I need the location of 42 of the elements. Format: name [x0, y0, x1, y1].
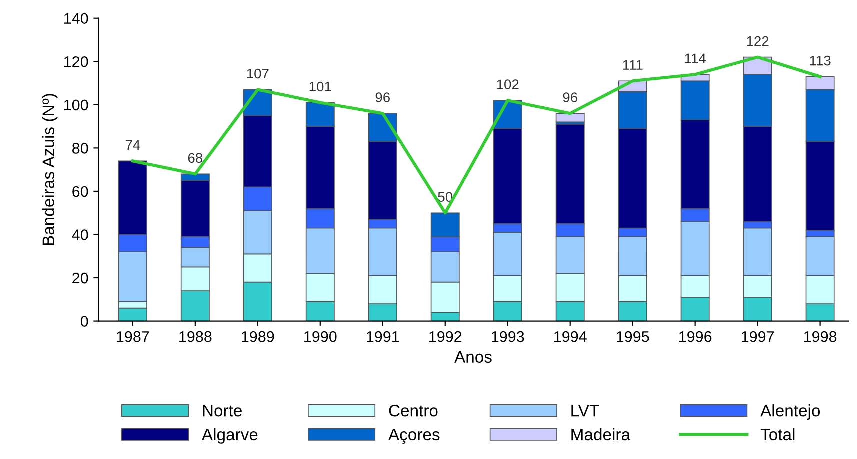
data-label: 74 — [126, 140, 140, 150]
x-tick-label: 1991 — [367, 331, 400, 342]
y-tick-label: 60 — [72, 186, 88, 198]
legend-label: Norte — [203, 405, 242, 417]
y-tick-label: 0 — [80, 316, 88, 327]
data-label: 111 — [623, 60, 643, 70]
x-tick-label: 1993 — [492, 331, 524, 342]
x-tick-label: 1995 — [617, 331, 650, 342]
x-axis-title: Anos — [454, 351, 492, 364]
data-label: 114 — [685, 54, 706, 64]
data-label: 107 — [247, 68, 269, 79]
bar — [556, 113, 585, 123]
x-tick-label: 1996 — [680, 331, 712, 342]
y-tick-label: 20 — [72, 272, 88, 284]
data-label: 96 — [376, 92, 390, 102]
x-tick-label: 1988 — [180, 331, 212, 342]
legend-label: LVT — [572, 405, 600, 417]
y-tick-label: 120 — [64, 56, 88, 68]
legend-label: Total — [760, 428, 795, 441]
x-tick-label: 1997 — [742, 331, 774, 342]
y-tick-label: 140 — [64, 13, 88, 24]
x-tick-label: 1994 — [554, 331, 587, 342]
y-axis-title: Bandeiras Azuis (Nº) — [42, 94, 58, 246]
legend-label: Açores — [388, 429, 440, 444]
data-label: 68 — [188, 153, 203, 164]
data-label: 96 — [563, 92, 578, 102]
data-label: 113 — [810, 56, 831, 66]
x-tick-label: 1992 — [430, 331, 462, 342]
data-label: 122 — [747, 36, 769, 46]
x-tick-label: 1989 — [242, 331, 274, 342]
x-tick-label: 1998 — [804, 331, 837, 342]
y-tick-label: 40 — [72, 230, 88, 240]
data-label: 101 — [310, 82, 332, 92]
x-tick-label: 1990 — [304, 331, 337, 342]
y-tick-label: 100 — [64, 100, 88, 111]
y-tick-label: 80 — [72, 143, 88, 154]
legend-label: Alentejo — [760, 404, 820, 420]
x-tick-label: 1987 — [117, 331, 150, 342]
legend-label: Centro — [389, 404, 438, 417]
legend-label: Algarve — [202, 428, 258, 444]
data-label: 102 — [497, 80, 519, 90]
legend-label: Madeira — [572, 428, 631, 441]
